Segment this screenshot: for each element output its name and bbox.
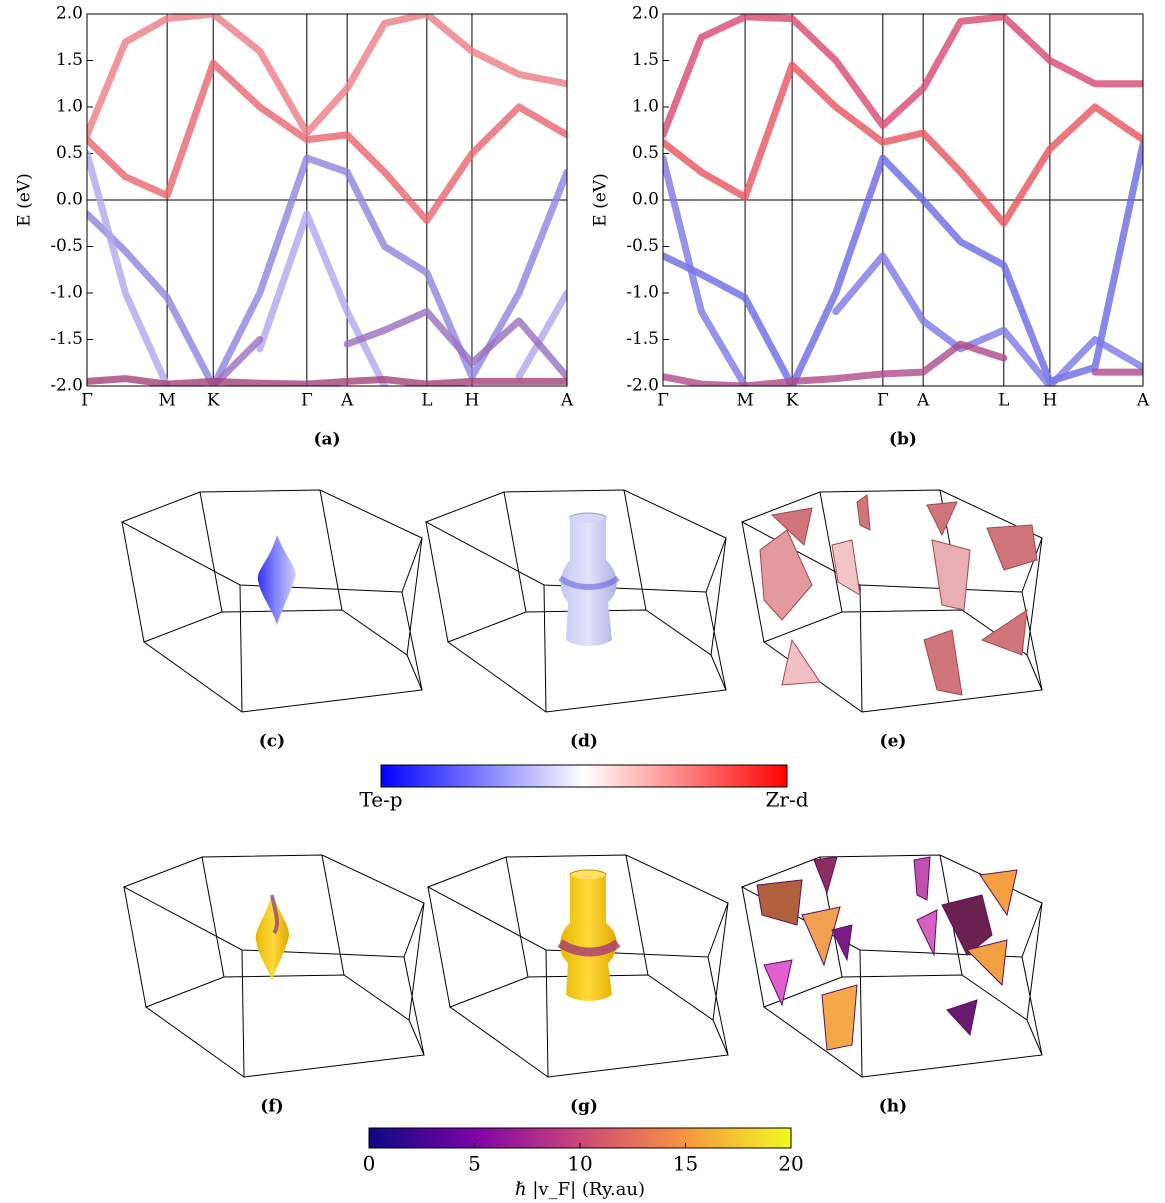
colorbar-tick-label: 10	[567, 1152, 592, 1176]
y-tick-label: 0.5	[632, 143, 659, 163]
x-tick-label: A	[916, 391, 930, 411]
y-tick-label: 0.5	[56, 143, 83, 163]
y-tick-label: -0.5	[626, 236, 659, 256]
x-tick-label: Γ	[81, 391, 93, 411]
panel-caption: (c)	[259, 732, 285, 752]
fermi-pockets	[756, 856, 1018, 1051]
band	[87, 375, 567, 386]
band	[87, 59, 567, 224]
panel-caption: (h)	[879, 1097, 907, 1117]
x-tick-label: L	[421, 391, 432, 411]
fermi-pocket	[257, 535, 296, 625]
y-tick-label: 1.5	[56, 50, 83, 70]
y-tick-label: -0.5	[50, 236, 83, 256]
y-tick-label: -1.5	[626, 329, 659, 349]
y-axis-label: E (eV)	[15, 173, 35, 226]
x-tick-label: H	[1042, 391, 1057, 411]
y-tick-label: -1.0	[50, 283, 83, 303]
bands	[663, 14, 1143, 386]
colorbar-label: Te-p	[359, 788, 402, 812]
colorbar-axis-label: ℏ |v_F| (Ry.au)	[515, 1179, 645, 1200]
y-tick-label: 2.0	[632, 4, 659, 24]
band	[663, 61, 1143, 227]
plot-frame	[86, 13, 568, 387]
x-tick-label: A	[560, 391, 574, 411]
panel-caption: (e)	[880, 732, 907, 752]
band	[663, 340, 1143, 386]
colorbar-label: Zr-d	[765, 788, 808, 812]
colorbar-tick-label: 20	[778, 1152, 803, 1176]
x-tick-label: K	[786, 391, 799, 411]
fermi-surface-panel	[741, 854, 1043, 1078]
y-tick-label: 1.0	[56, 97, 83, 117]
fermi-surface-panel	[427, 854, 729, 1078]
panel-caption: (f)	[260, 1097, 283, 1117]
x-tick-label: M	[736, 391, 753, 411]
bands	[87, 14, 567, 386]
band	[87, 14, 567, 139]
x-tick-label: L	[998, 391, 1009, 411]
y-tick-label: 1.5	[632, 50, 659, 70]
x-tick-label: Γ	[657, 391, 669, 411]
panel-caption: (g)	[570, 1097, 598, 1117]
band	[663, 14, 1143, 139]
x-tick-label: Γ	[301, 391, 313, 411]
panel-caption: (d)	[570, 732, 598, 752]
band	[87, 154, 567, 386]
band	[663, 154, 1143, 386]
y-tick-label: -2.0	[626, 376, 659, 396]
panel-caption: (a)	[313, 430, 340, 450]
x-tick-label: K	[207, 391, 220, 411]
colorbar-tick-label: 15	[673, 1152, 698, 1176]
x-tick-label: Γ	[877, 391, 889, 411]
fermi-pocket	[255, 895, 290, 980]
band	[87, 150, 567, 386]
fermi-surface-panel	[123, 854, 425, 1078]
y-tick-label: 2.0	[56, 4, 83, 24]
x-tick-label: A	[340, 391, 354, 411]
x-tick-label: H	[465, 391, 480, 411]
colorbar	[380, 764, 788, 788]
fermi-pockets	[759, 494, 1038, 696]
colorbar-tick-label: 5	[468, 1152, 481, 1176]
x-tick-label: A	[1136, 391, 1150, 411]
y-tick-label: 1.0	[632, 97, 659, 117]
y-tick-label: 0.0	[632, 190, 659, 210]
x-tick-label: M	[158, 391, 175, 411]
fermi-surface-panel	[121, 489, 423, 713]
colorbar-tick-label: 0	[363, 1152, 376, 1176]
y-tick-label: 0.0	[56, 190, 83, 210]
y-tick-label: -1.5	[50, 329, 83, 349]
fermi-surface-panel	[741, 489, 1043, 713]
band	[663, 140, 1143, 386]
fermi-cylinder	[560, 875, 617, 1001]
fermi-cylinder	[560, 518, 617, 646]
panel-caption: (b)	[889, 430, 917, 450]
y-tick-label: -2.0	[50, 376, 83, 396]
fermi-surface-panel	[425, 489, 727, 713]
y-axis-label: E (eV)	[591, 173, 611, 226]
plot-frame	[662, 13, 1144, 387]
y-tick-label: -1.0	[626, 283, 659, 303]
